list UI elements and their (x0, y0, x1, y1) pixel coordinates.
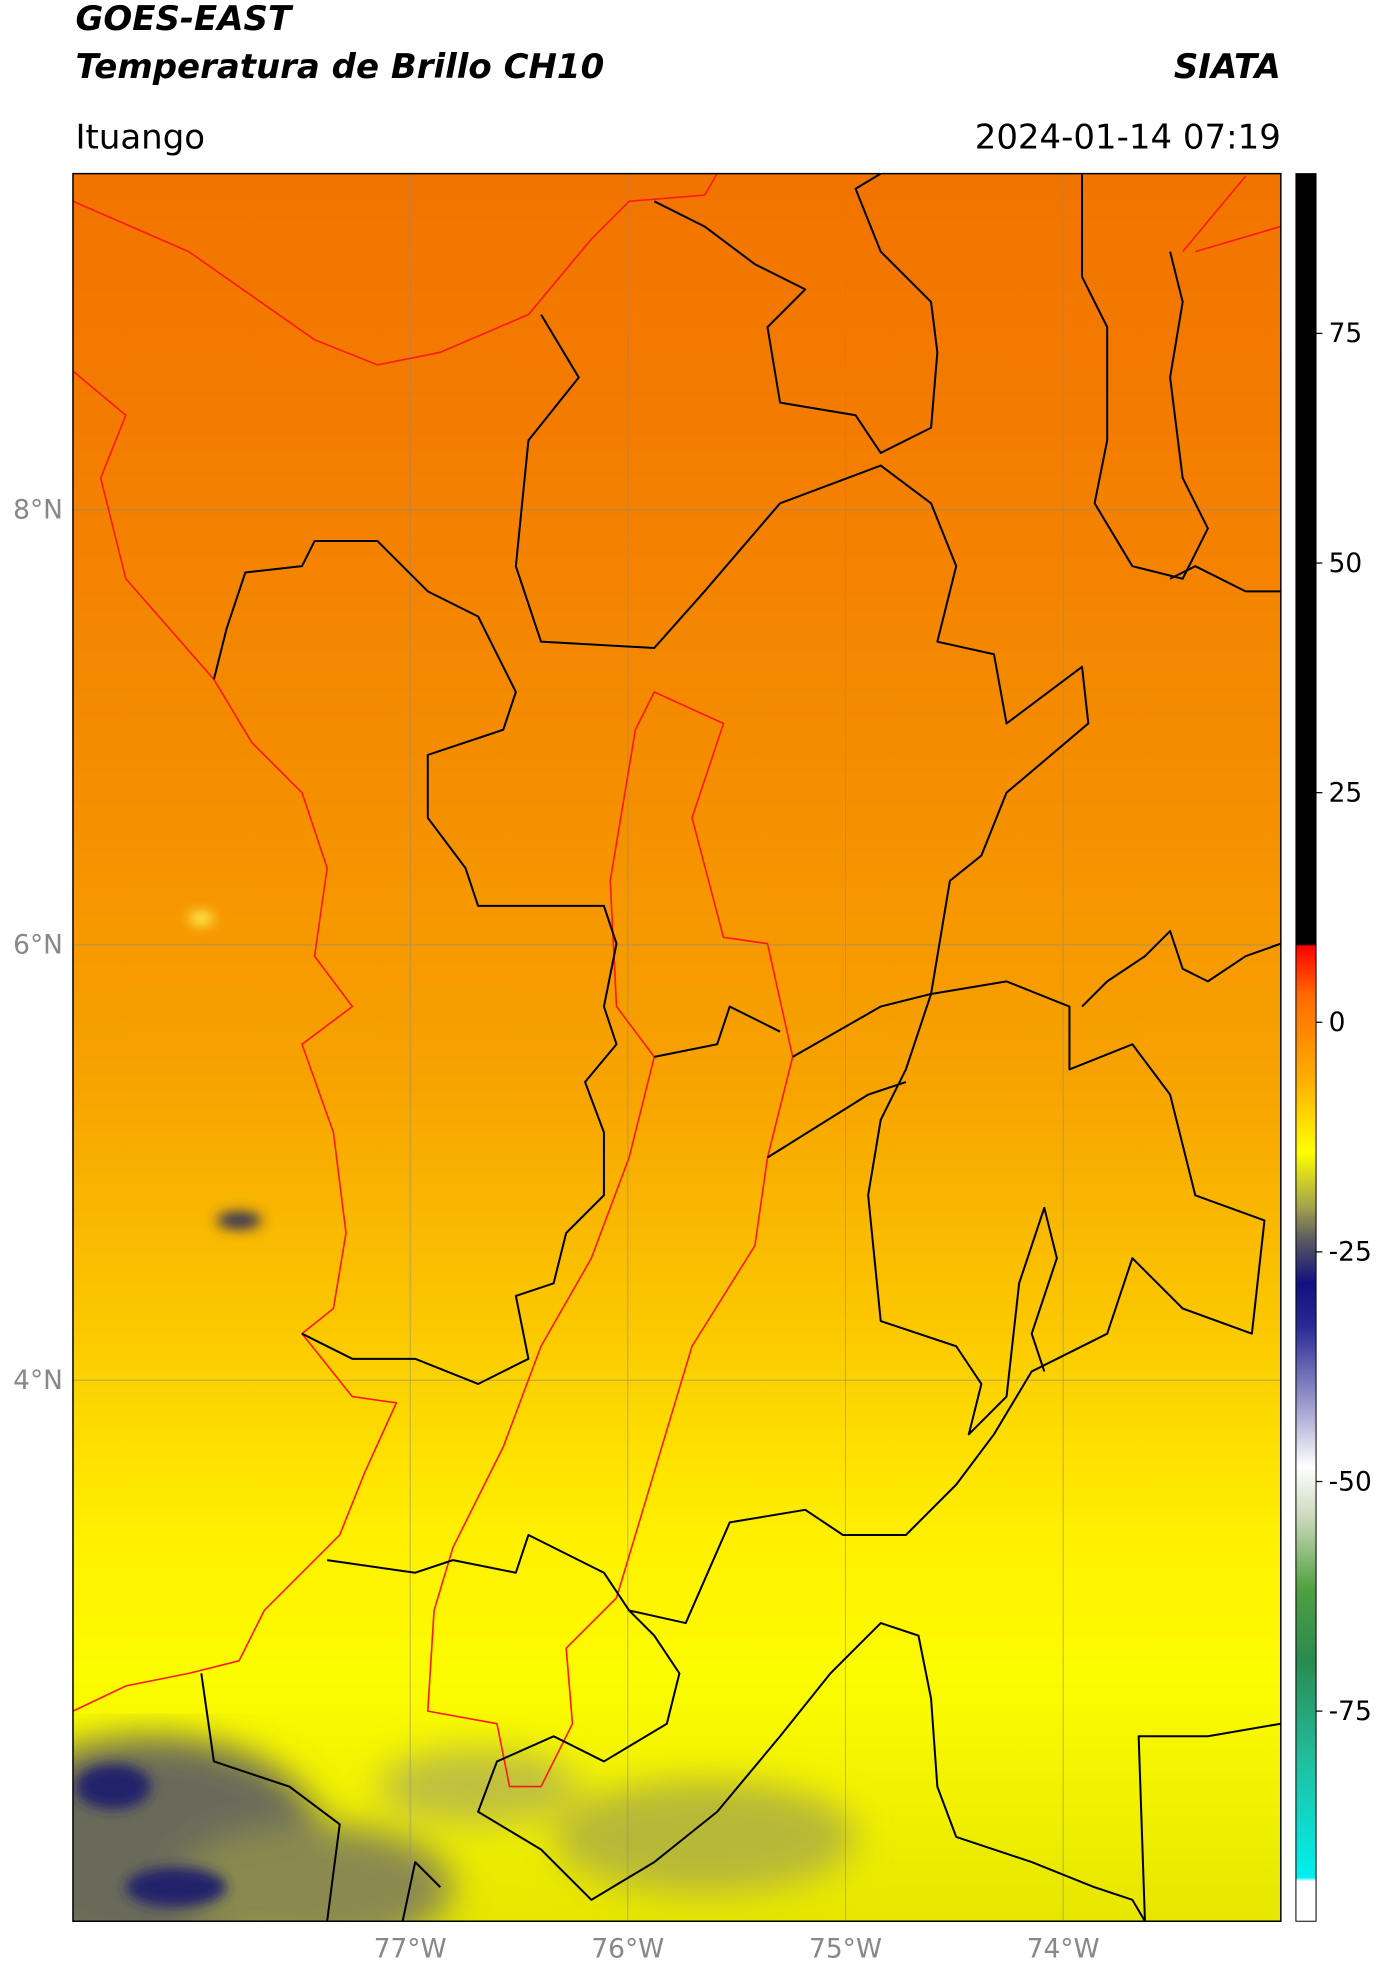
title: GOES-EAST (75, 0, 293, 39)
datetime: 2024-01-14 07:19 (975, 117, 1281, 157)
colorbar-label: 0 (1329, 1007, 1346, 1038)
lat-label: 8°N (13, 494, 63, 525)
map (72, 173, 1281, 1922)
colorbar-label: -75 (1329, 1696, 1372, 1727)
lon-label: 75°W (809, 1934, 882, 1965)
source: SIATA (1174, 47, 1281, 87)
cold-core (75, 912, 262, 1908)
colorbar-ticks: 75 50 25 0 -25 -50 -75 (1316, 318, 1372, 1727)
department-borders (200, 173, 1281, 1922)
longitude-labels: 77°W 76°W 75°W 74°W (374, 1934, 1100, 1965)
subtitle: Temperatura de Brillo CH10 (75, 47, 604, 87)
colorbar-label: 50 (1329, 548, 1363, 579)
colorbar-label: -25 (1329, 1237, 1372, 1268)
latitude-labels: 8°N 6°N 4°N (13, 494, 63, 1396)
colorbar (1295, 173, 1317, 1922)
lon-label: 74°W (1027, 1934, 1100, 1965)
colorbar-label: 75 (1329, 318, 1363, 349)
grid (72, 173, 1281, 1922)
map-frame (72, 172, 1282, 1922)
region: Ituango (75, 117, 205, 157)
colorbar-label: 25 (1329, 777, 1363, 808)
lon-label: 76°W (591, 1934, 664, 1965)
lat-label: 4°N (13, 1365, 63, 1396)
colorbar-label: -50 (1329, 1466, 1372, 1497)
temperature-field (72, 173, 1281, 1922)
lat-label: 6°N (13, 930, 63, 961)
lon-label: 77°W (374, 1934, 447, 1965)
coastline (72, 173, 1281, 1788)
